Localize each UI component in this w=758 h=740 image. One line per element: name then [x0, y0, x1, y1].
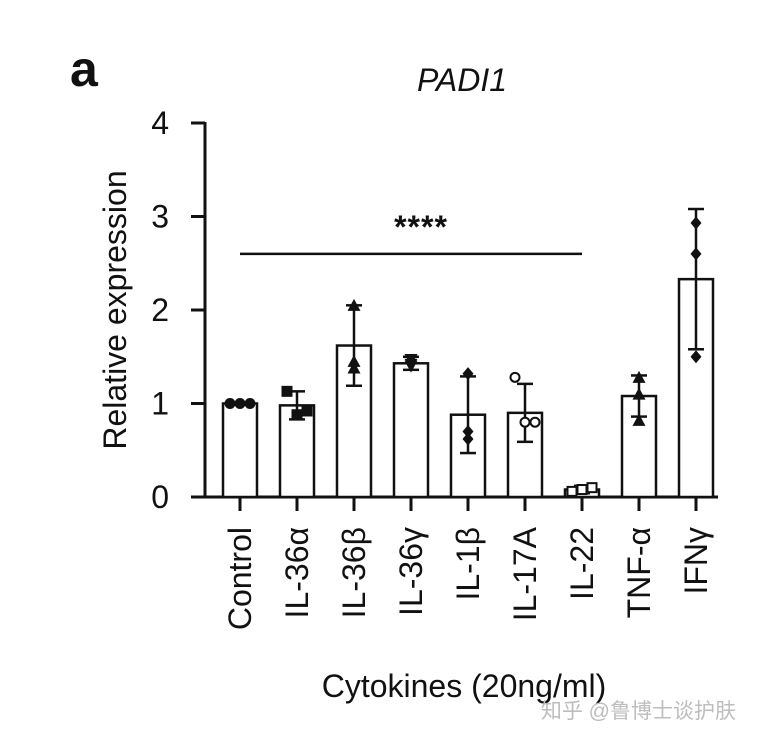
data-point — [566, 485, 578, 497]
y-axis-label: Relative expression — [97, 170, 133, 449]
data-point — [632, 413, 646, 426]
panel-label: a — [70, 41, 99, 97]
data-point — [632, 387, 646, 400]
x-tick-label: IL-17A — [507, 526, 543, 621]
data-point — [576, 484, 588, 496]
data-point — [347, 361, 361, 374]
data-point — [224, 398, 236, 409]
bar — [392, 362, 430, 499]
data-point — [281, 385, 293, 397]
data-point — [519, 416, 531, 428]
bar-group-0 — [221, 402, 259, 499]
y-tick-label: 3 — [151, 199, 169, 235]
data-point — [462, 425, 474, 439]
data-point — [404, 358, 418, 371]
data-point — [301, 405, 313, 417]
y-tick-label: 0 — [151, 479, 169, 515]
data-point — [690, 216, 702, 230]
data-point — [509, 371, 521, 383]
data-point — [234, 398, 246, 409]
data-point — [462, 432, 474, 446]
data-point — [632, 370, 646, 383]
data-point — [244, 398, 256, 409]
bar-group-8 — [677, 207, 715, 499]
data-point — [690, 247, 702, 261]
data-point — [347, 298, 361, 311]
bar — [221, 402, 259, 499]
y-tick-label: 1 — [151, 386, 169, 422]
bar-group-3 — [392, 355, 430, 499]
x-tick-label: Control — [222, 527, 258, 630]
x-tick-label: TNF-α — [621, 527, 657, 618]
bar-group-5 — [506, 382, 544, 499]
data-point — [586, 482, 598, 494]
bar-group-7 — [620, 374, 658, 499]
x-tick-label: IL-36α — [279, 527, 315, 618]
x-tick-label: IFNγ — [678, 527, 714, 595]
x-tick-label: IL-36β — [336, 527, 372, 618]
significance-label: **** — [394, 209, 448, 245]
watermark: 知乎 @鲁博士谈护肤 — [541, 700, 736, 723]
x-axis-label: Cytokines (20ng/ml) — [322, 668, 607, 704]
data-point — [529, 416, 541, 428]
plot-area: 0 1 2 3 4 Control IL-36α IL-36β IL-36γ IL-1β IL-17… — [151, 105, 718, 630]
data-point — [462, 367, 474, 381]
data-point — [347, 354, 361, 367]
bar — [278, 404, 316, 499]
data-point — [291, 409, 303, 421]
y-tick-label: 2 — [151, 292, 169, 328]
y-tick-label: 4 — [151, 105, 169, 141]
x-tick-label: IL-1β — [450, 527, 486, 601]
x-tick-label: IL-22 — [564, 527, 600, 600]
bar-group-2 — [335, 304, 373, 499]
chart-title: PADI1 — [417, 62, 507, 98]
data-point — [690, 350, 702, 364]
x-tick-label: IL-36γ — [393, 527, 429, 616]
